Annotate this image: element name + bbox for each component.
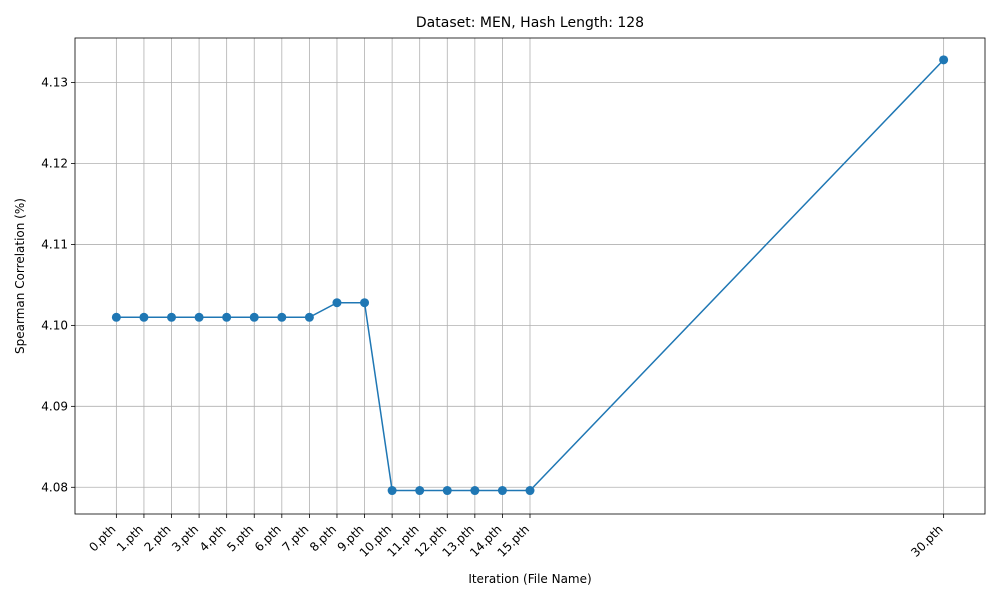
data-point bbox=[442, 486, 452, 496]
x-tick-label: 0.pth bbox=[86, 522, 118, 554]
data-point bbox=[139, 312, 149, 322]
x-tick-label: 7.pth bbox=[279, 522, 311, 554]
x-tick-label: 4.pth bbox=[197, 522, 229, 554]
x-tick-label: 30.pth bbox=[908, 522, 945, 559]
y-axis: 4.08 4.09 4.10 4.11 4.12 4.13 bbox=[41, 76, 75, 494]
y-tick-label: 4.11 bbox=[41, 237, 68, 251]
data-point bbox=[277, 312, 287, 322]
x-axis: 0.pth1.pth2.pth3.pth4.pth5.pth6.pth7.pth… bbox=[86, 514, 946, 560]
data-point bbox=[304, 312, 314, 322]
data-point bbox=[222, 312, 232, 322]
y-tick-label: 4.10 bbox=[41, 318, 68, 332]
data-point bbox=[360, 298, 370, 308]
y-tick-label: 4.08 bbox=[41, 480, 68, 494]
series bbox=[111, 55, 949, 496]
data-point bbox=[470, 486, 480, 496]
y-tick-label: 4.12 bbox=[41, 156, 68, 170]
data-point bbox=[167, 312, 177, 322]
x-tick-label: 2.pth bbox=[142, 522, 174, 554]
grid bbox=[75, 38, 985, 514]
y-tick-label: 4.09 bbox=[41, 399, 68, 413]
data-point bbox=[497, 486, 507, 496]
data-point bbox=[387, 486, 397, 496]
data-point bbox=[525, 486, 535, 496]
x-tick-label: 3.pth bbox=[169, 522, 201, 554]
x-axis-label: Iteration (File Name) bbox=[468, 572, 591, 586]
y-axis-label: Spearman Correlation (%) bbox=[13, 198, 27, 354]
data-point bbox=[332, 298, 342, 308]
x-tick-label: 5.pth bbox=[224, 522, 256, 554]
chart-title: Dataset: MEN, Hash Length: 128 bbox=[416, 15, 644, 31]
x-tick-label: 8.pth bbox=[307, 522, 339, 554]
data-point bbox=[939, 55, 949, 65]
x-tick-label: 1.pth bbox=[114, 522, 146, 554]
data-point bbox=[111, 312, 121, 322]
x-tick-label: 6.pth bbox=[252, 522, 284, 554]
data-point bbox=[415, 486, 425, 496]
data-point bbox=[194, 312, 204, 322]
y-tick-label: 4.13 bbox=[41, 76, 68, 90]
data-point bbox=[249, 312, 259, 322]
